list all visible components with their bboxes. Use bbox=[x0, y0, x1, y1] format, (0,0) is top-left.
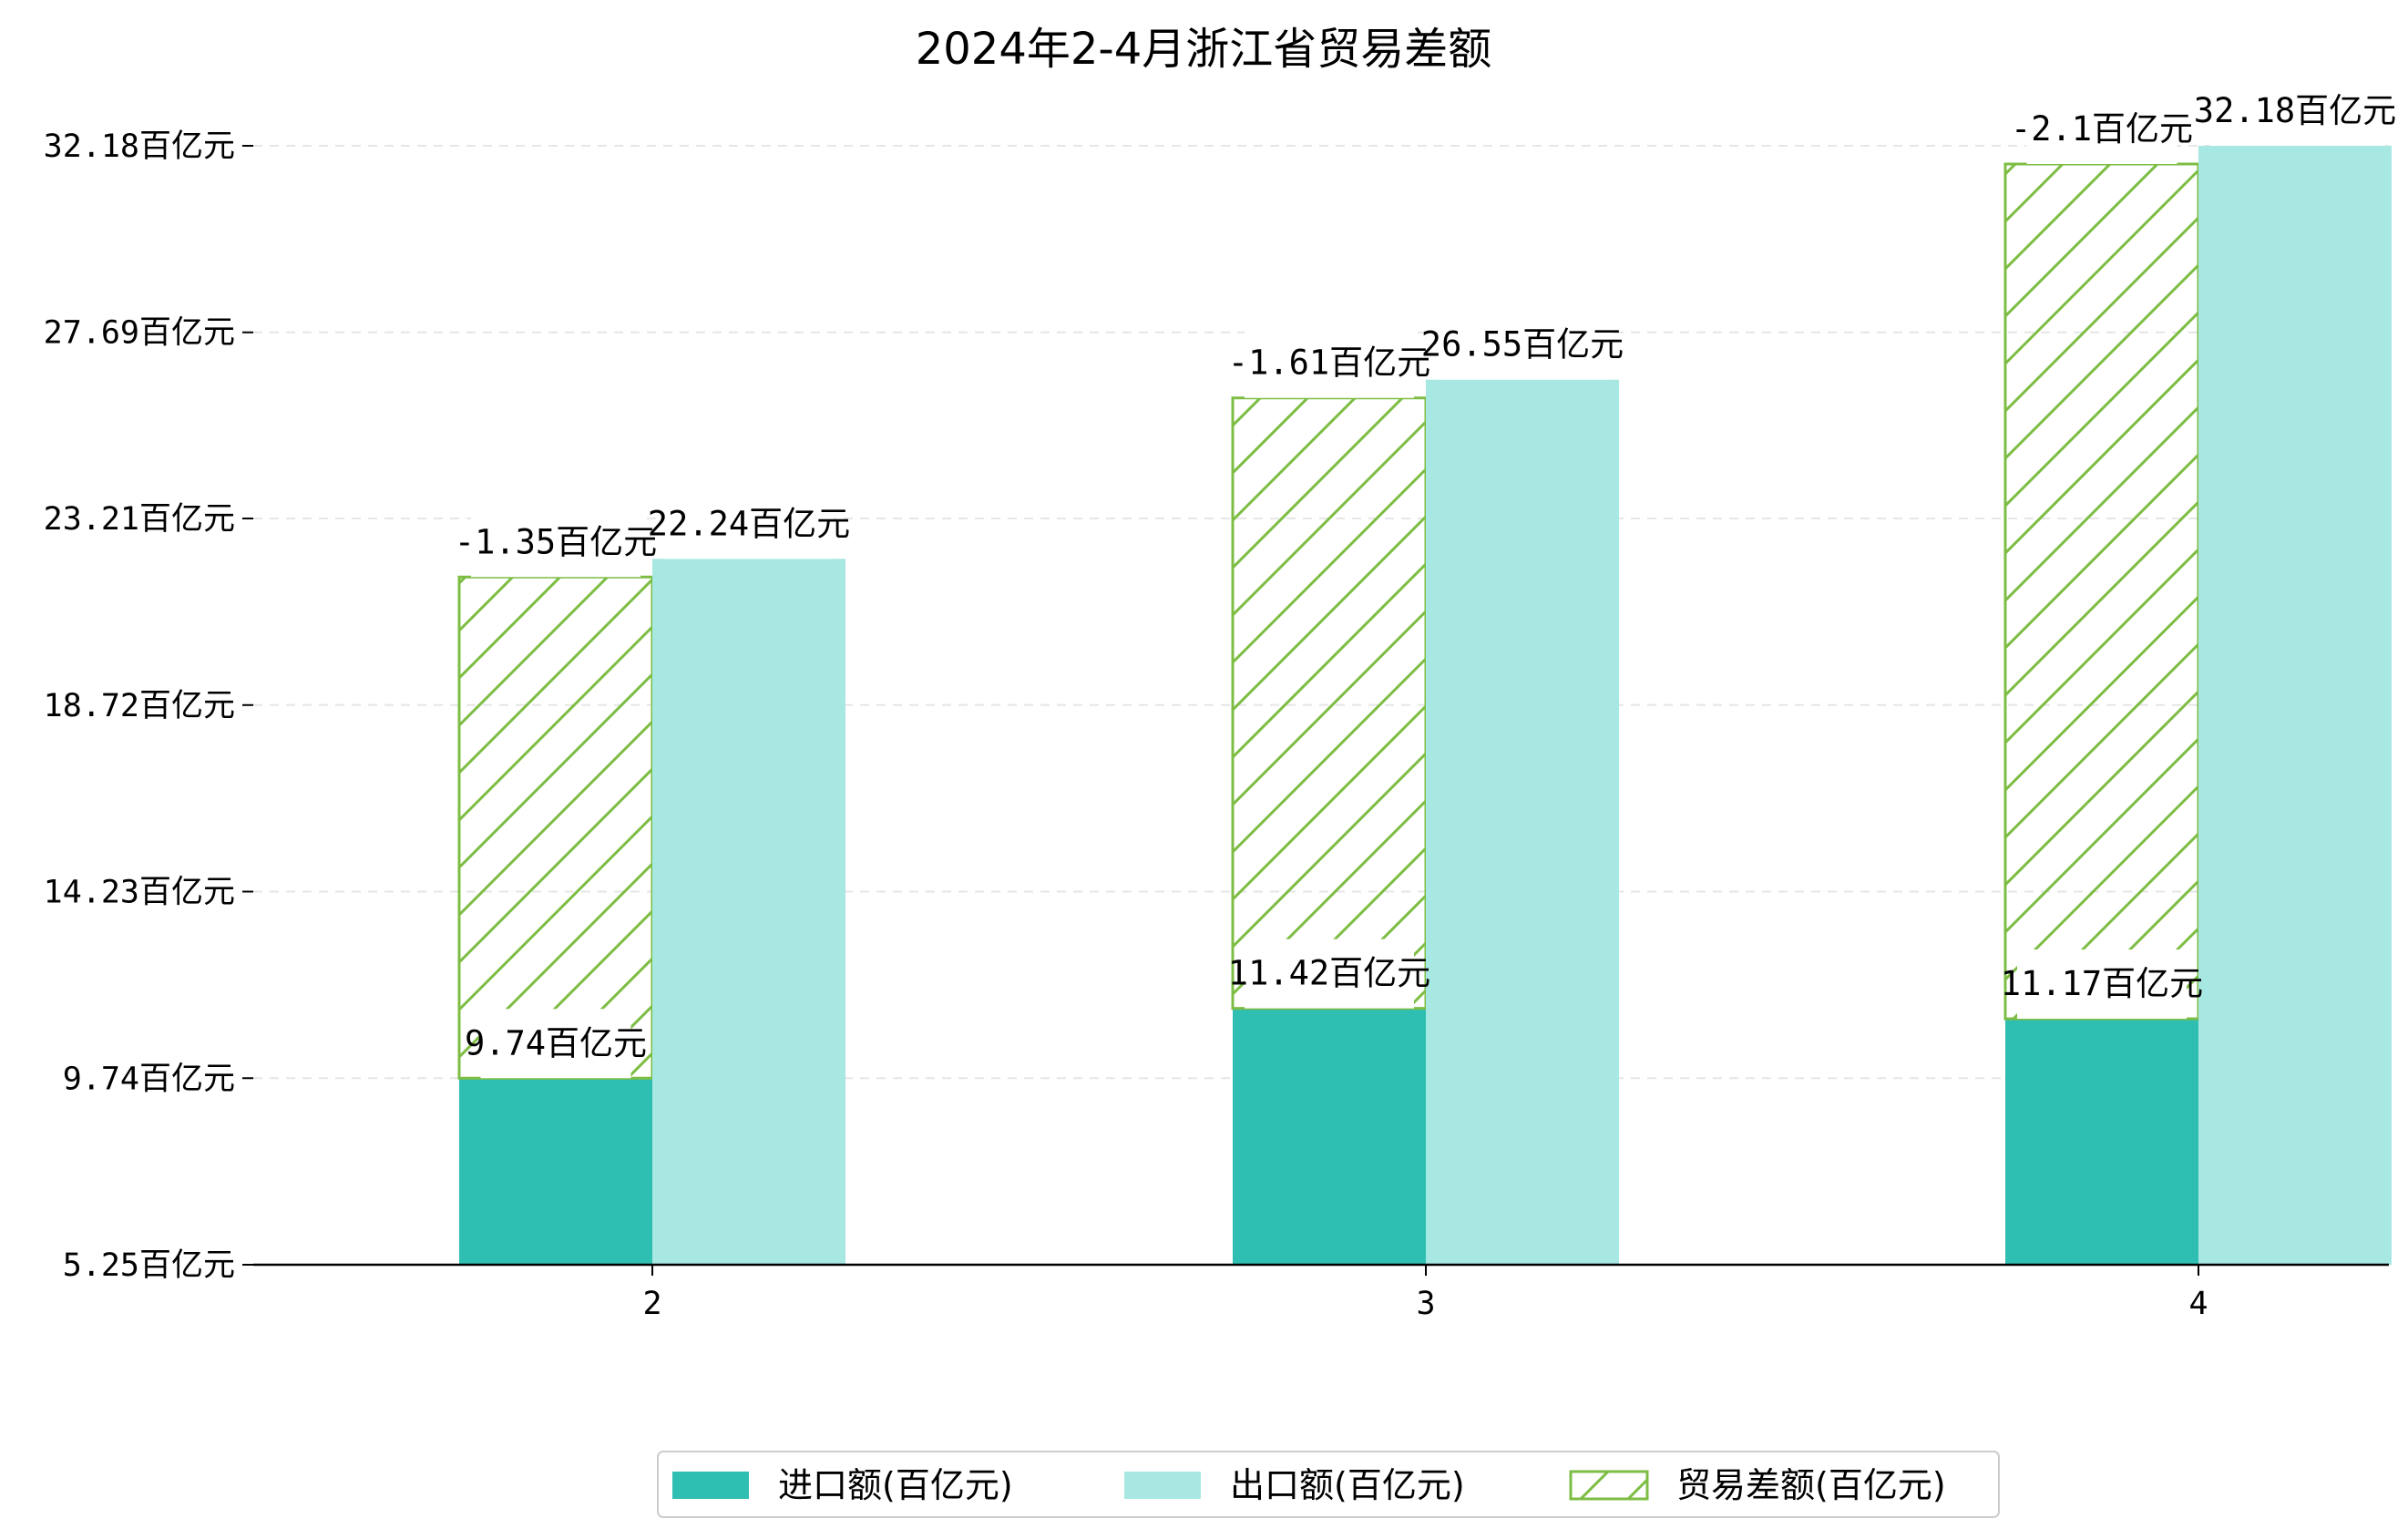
export-label-bg bbox=[2210, 77, 2380, 146]
bars bbox=[457, 146, 2392, 1265]
balance-label: -1.61百亿元 bbox=[1228, 344, 1430, 383]
export-label-group: 32.18百亿元 bbox=[2194, 77, 2396, 146]
import-bar bbox=[459, 1078, 652, 1265]
y-tick-label: 14.23百亿元 bbox=[44, 875, 235, 911]
legend-label: 进口额(百亿元) bbox=[778, 1465, 1013, 1505]
y-tick-label: 27.69百亿元 bbox=[44, 315, 235, 352]
export-label-bg bbox=[664, 489, 834, 559]
balance-bar bbox=[457, 575, 654, 1080]
import-label-bg bbox=[480, 1009, 631, 1079]
balance-label: -2.1百亿元 bbox=[2011, 109, 2193, 149]
legend: 进口额(百亿元) 出口额(百亿元) 贸易差额(百亿元) bbox=[657, 1451, 2000, 1518]
export-bar bbox=[1426, 379, 1619, 1265]
export-label: 22.24百亿元 bbox=[648, 504, 850, 543]
legend-swatch bbox=[1569, 1470, 1649, 1501]
export-label-group: 22.24百亿元 bbox=[648, 489, 850, 559]
import-label: 9.74百亿元 bbox=[465, 1023, 647, 1062]
export-label-bg bbox=[1438, 310, 1607, 380]
balance-bar bbox=[2003, 162, 2200, 1021]
import-label-group: 11.42百亿元 bbox=[1228, 939, 1430, 1009]
y-tick-label: 9.74百亿元 bbox=[63, 1061, 235, 1097]
balance-label-bg bbox=[2026, 95, 2177, 164]
legend-swatch bbox=[1124, 1472, 1201, 1499]
x-tick-label: 4 bbox=[2188, 1286, 2208, 1322]
export-label: 26.55百亿元 bbox=[1421, 325, 1624, 364]
y-tick-label: 5.25百亿元 bbox=[63, 1247, 235, 1284]
export-bar bbox=[2198, 146, 2392, 1265]
legend-swatch bbox=[672, 1472, 749, 1499]
import-bar bbox=[2005, 1019, 2198, 1265]
balance-label: -1.35百亿元 bbox=[455, 522, 657, 561]
legend-label: 贸易差额(百亿元) bbox=[1676, 1465, 1946, 1505]
y-tick-label: 23.21百亿元 bbox=[44, 501, 235, 538]
balance-label-bg bbox=[1245, 328, 1414, 398]
balance-label-group: -1.35百亿元 bbox=[455, 508, 657, 578]
balance-label-bg bbox=[471, 508, 640, 578]
export-label-group: 26.55百亿元 bbox=[1421, 310, 1624, 380]
export-label: 32.18百亿元 bbox=[2194, 91, 2396, 130]
export-bar bbox=[652, 559, 845, 1265]
chart-title: 2024年2-4月浙江省贸易差额 bbox=[916, 24, 1492, 75]
data-labels: 22.24百亿元-1.35百亿元 9.74百亿元 26.55百亿元-1.61百亿元 1… bbox=[455, 77, 2396, 1079]
balance-label-group: -1.61百亿元 bbox=[1228, 328, 1430, 398]
import-label-bg bbox=[2017, 949, 2187, 1020]
legend-label: 出口额(百亿元) bbox=[1230, 1465, 1465, 1505]
y-tick-label: 18.72百亿元 bbox=[44, 688, 235, 724]
import-label-bg bbox=[1245, 939, 1414, 1009]
import-bar bbox=[1233, 1008, 1426, 1265]
y-tick-label: 32.18百亿元 bbox=[44, 128, 235, 165]
import-label: 11.17百亿元 bbox=[2001, 964, 2203, 1003]
import-label-group: 11.17百亿元 bbox=[2001, 949, 2203, 1020]
x-tick-label: 2 bbox=[642, 1286, 661, 1322]
balance-label-group: -2.1百亿元 bbox=[2011, 95, 2193, 164]
import-label-group: 9.74百亿元 bbox=[465, 1009, 647, 1079]
import-label: 11.42百亿元 bbox=[1228, 954, 1430, 993]
x-tick-label: 3 bbox=[1416, 1286, 1435, 1322]
legend-box bbox=[657, 1451, 2000, 1518]
balance-bar bbox=[1231, 396, 1428, 1011]
x-axis: 2 3 4 bbox=[253, 1263, 2389, 1322]
y-axis: 5.25百亿元 9.74百亿元 14.23百亿元 18.72百亿元 23.21百亿元 27… bbox=[44, 128, 253, 1284]
